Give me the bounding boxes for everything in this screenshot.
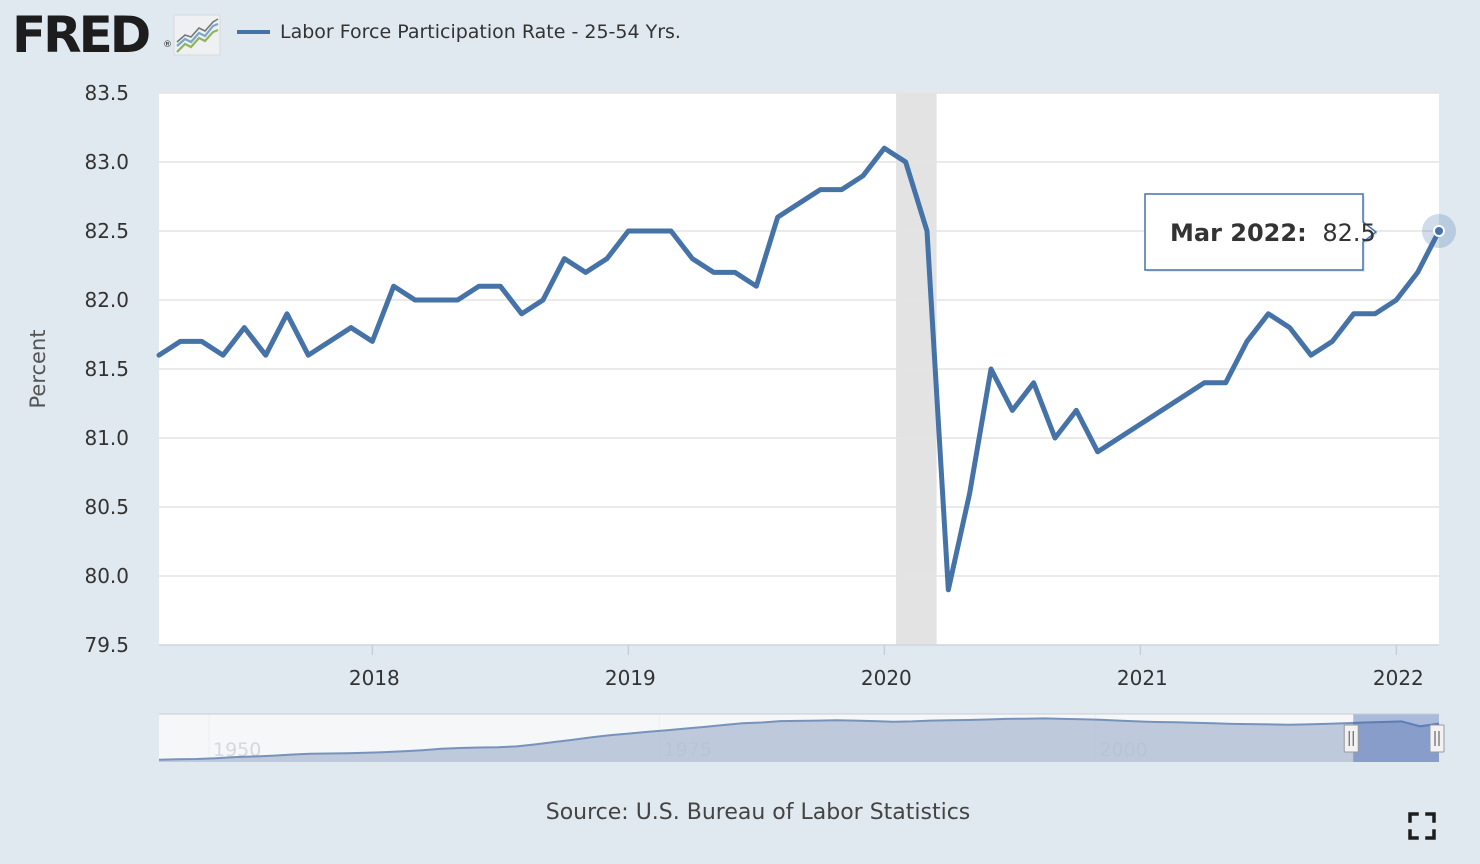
navigator-window[interactable] bbox=[1353, 714, 1439, 762]
y-tick-label: 82.5 bbox=[84, 219, 129, 243]
x-tick-label: 2019 bbox=[605, 666, 656, 690]
y-tick-label: 79.5 bbox=[84, 633, 129, 657]
navigator-label: 1950 bbox=[213, 739, 261, 761]
x-tick-label: 2021 bbox=[1117, 666, 1168, 690]
navigator-area bbox=[159, 718, 1439, 762]
navigator-handle-left[interactable] bbox=[1343, 724, 1359, 753]
fred-logo[interactable]: FRED bbox=[12, 6, 151, 64]
tooltip-value: 82.5 bbox=[1322, 219, 1375, 247]
fullscreen-icon[interactable] bbox=[1404, 808, 1440, 844]
series-line[interactable] bbox=[156, 145, 1442, 593]
handle-body[interactable] bbox=[1343, 724, 1359, 753]
svg-text:Mar 2022: 82.5: Mar 2022: 82.5 bbox=[1170, 219, 1376, 247]
hover-point[interactable] bbox=[1433, 225, 1445, 237]
y-tick-label: 81.5 bbox=[84, 357, 129, 381]
y-tick-label: 81.0 bbox=[84, 426, 129, 450]
legend-label[interactable]: Labor Force Participation Rate - 25-54 Y… bbox=[280, 21, 681, 43]
y-tick-label: 83.0 bbox=[84, 150, 129, 174]
navigator-handle-right[interactable] bbox=[1429, 724, 1445, 753]
handle-body[interactable] bbox=[1429, 724, 1445, 753]
hover-marker[interactable] bbox=[1422, 214, 1456, 248]
source-text: Source: U.S. Bureau of Labor Statistics bbox=[546, 800, 971, 825]
y-tick-label: 80.5 bbox=[84, 495, 129, 519]
y-axis-labels: 83.5 83.0 82.5 82.0 81.5 81.0 80.5 80.0 79.5 bbox=[84, 81, 129, 657]
fred-logo-registered-mark: ® bbox=[163, 40, 172, 50]
navigator-line bbox=[158, 717, 1440, 761]
tooltip: Mar 2022: 82.5 bbox=[1144, 193, 1378, 272]
x-tick-marks bbox=[159, 644, 1439, 655]
chart-header: FRED ® Labor Force Participation Rate - … bbox=[0, 0, 1480, 70]
navigator-mask bbox=[159, 714, 1354, 762]
tooltip-date: Mar 2022: bbox=[1170, 219, 1307, 247]
y-tick-label: 82.0 bbox=[84, 288, 129, 312]
y-axis-title: Percent bbox=[26, 329, 50, 408]
graph-icon bbox=[173, 14, 221, 56]
y-tick-label: 83.5 bbox=[84, 81, 129, 105]
x-axis-labels: 2018 2019 2020 2021 2022 bbox=[349, 666, 1424, 690]
x-tick-label: 2022 bbox=[1373, 666, 1424, 690]
navigator[interactable]: 195019752000 bbox=[158, 713, 1445, 762]
x-tick-label: 2020 bbox=[861, 666, 912, 690]
legend-swatch bbox=[237, 30, 270, 34]
x-tick-label: 2018 bbox=[349, 666, 400, 690]
y-tick-label: 80.0 bbox=[84, 564, 129, 588]
